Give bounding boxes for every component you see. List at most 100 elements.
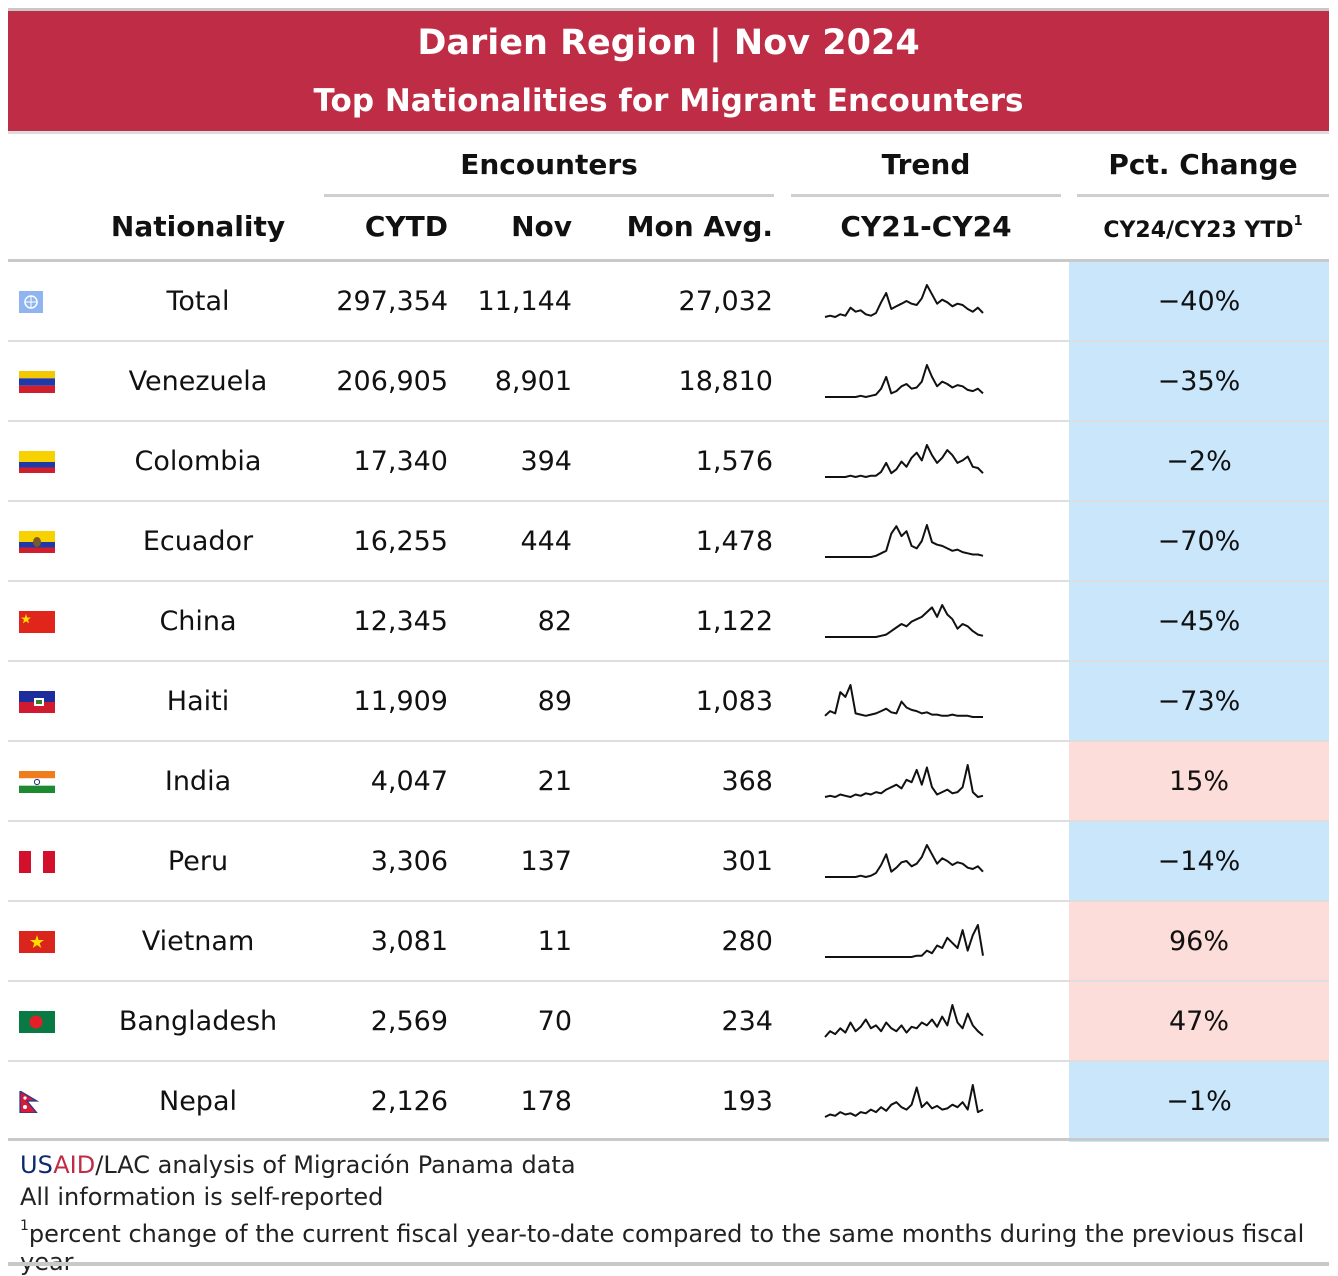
col-pct-label: CY24/CY23 YTD [1103,218,1294,243]
table-row: Nepal 2,126 178 193 −1% [8,1062,1329,1142]
pct-change-background [1069,342,1329,422]
venezuela-flag-icon [19,371,55,393]
trend-line [824,1084,984,1118]
trend-line [825,924,984,958]
top-rule [8,8,1329,11]
nov-cell: 70 [537,1006,572,1037]
trend-line [824,764,984,798]
cytd-cell: 2,569 [370,1006,448,1037]
pct-change-background [1069,502,1329,582]
nationality-cell: Total [166,286,230,317]
nov-cell: 178 [520,1086,572,1117]
pct-change-cell: −45% [1157,606,1241,637]
page-subtitle: Top Nationalities for Migrant Encounters [313,83,1024,119]
bottom-rule [8,1262,1329,1266]
nationality-cell: Nepal [159,1086,237,1117]
cytd-cell: 16,255 [353,526,448,557]
cytd-cell: 11,909 [353,686,448,717]
nov-cell: 11 [537,926,572,957]
mon-avg-cell: 234 [721,1006,773,1037]
peru-flag-icon [19,851,55,873]
india-flag-icon [19,771,55,793]
pct-change-background [1069,742,1329,822]
nov-cell: 394 [520,446,572,477]
cytd-cell: 2,126 [370,1086,448,1117]
pct-change-cell: −70% [1157,526,1241,557]
row-divider [8,740,1329,742]
cytd-cell: 297,354 [336,286,448,317]
trend-sparkline [825,844,984,878]
row-divider [8,580,1329,582]
footer-source: USAID/LAC analysis of Migración Panama d… [20,1151,576,1179]
nepal-flag-icon [19,1091,55,1113]
col-mon-avg: Mon Avg. [626,210,773,243]
table-row: Haiti 11,909 89 1,083 −73% [8,662,1329,742]
row-divider [8,660,1329,662]
mon-avg-cell: 1,083 [695,686,773,717]
nov-cell: 137 [520,846,572,877]
mon-avg-cell: 1,122 [695,606,773,637]
header-banner: Darien Region | Nov 2024 Top Nationaliti… [8,11,1329,131]
mon-avg-cell: 1,576 [695,446,773,477]
trend-sparkline [825,524,984,558]
trend-sparkline [824,1004,984,1038]
pct-change-cell: 15% [1168,766,1229,797]
pct-change-background [1069,422,1329,502]
pct-change-background [1069,262,1329,342]
footer-self-reported: All information is self-reported [20,1183,384,1211]
trend-line [825,844,984,878]
cytd-cell: 3,306 [370,846,448,877]
un-flag-icon [19,291,55,313]
col-trend-range: CY21-CY24 [840,210,1012,243]
cytd-cell: 4,047 [370,766,448,797]
row-divider [8,980,1329,982]
table-row: Total 297,354 11,144 27,032 −40% [8,262,1329,342]
row-divider [8,820,1329,822]
col-nov: Nov [511,210,572,243]
table-row: Bangladesh 2,569 70 234 47% [8,982,1329,1062]
trend-line [825,604,984,638]
trend-line [824,1004,984,1038]
header-rule [8,259,1329,262]
group-encounters: Encounters [460,148,638,181]
pct-change-cell: −2% [1166,446,1232,477]
haiti-flag-icon [19,691,55,713]
trend-line [824,684,983,718]
col-cytd: CYTD [364,210,448,243]
mon-avg-cell: 18,810 [678,366,773,397]
trend-sparkline [824,684,983,718]
mon-avg-cell: 1,478 [695,526,773,557]
trend-sparkline [825,604,984,638]
group-encounters-rule [324,194,774,197]
bangladesh-flag-icon [19,1011,55,1033]
source-aid: AID [53,1151,96,1179]
nationality-cell: India [164,766,232,797]
nationality-cell: Vietnam [141,926,255,957]
source-us: US [20,1151,54,1179]
mon-avg-cell: 368 [721,766,773,797]
nationality-cell: Ecuador [142,526,254,557]
cytd-cell: 17,340 [353,446,448,477]
vietnam-flag-icon [19,931,55,953]
trend-sparkline [824,1084,984,1118]
pct-change-cell: 47% [1168,1006,1229,1037]
group-pct-rule [1077,194,1329,197]
footer-note-text: percent change of the current fiscal yea… [20,1220,1305,1276]
page-title: Darien Region | Nov 2024 [417,23,920,63]
nov-cell: 11,144 [477,286,572,317]
nationality-cell: Colombia [134,446,262,477]
nationality-cell: Peru [167,846,229,877]
trend-sparkline [825,444,984,478]
pct-change-cell: −35% [1157,366,1241,397]
nov-cell: 444 [520,526,572,557]
trend-sparkline [824,764,984,798]
mon-avg-cell: 27,032 [678,286,773,317]
trend-line [825,364,984,398]
col-nationality: Nationality [110,210,286,243]
mon-avg-cell: 301 [721,846,773,877]
trend-line [825,444,984,478]
nov-cell: 8,901 [494,366,572,397]
pct-change-cell: 96% [1168,926,1229,957]
table-row: India 4,047 21 368 15% [8,742,1329,822]
table-row: China 12,345 82 1,122 −45% [8,582,1329,662]
